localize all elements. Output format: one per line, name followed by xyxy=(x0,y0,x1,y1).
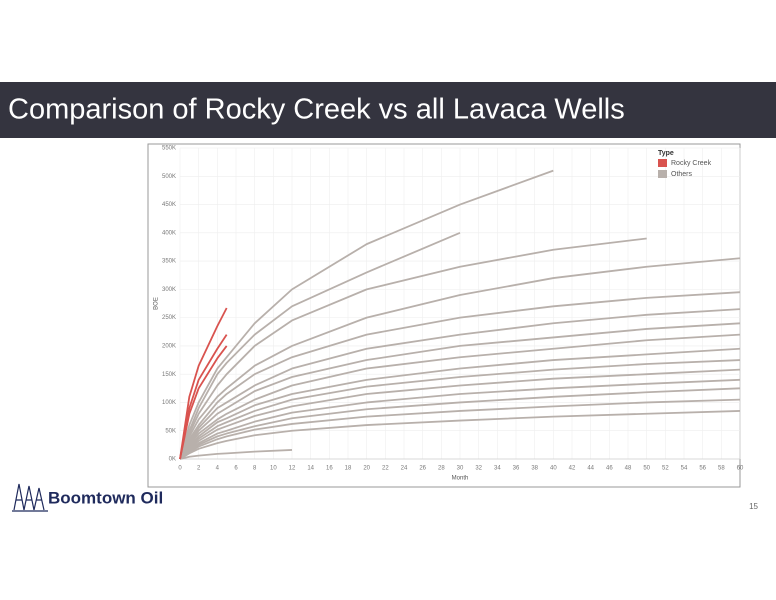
x-tick-label: 38 xyxy=(531,466,538,472)
y-tick-label: 500K xyxy=(162,174,176,180)
y-tick-label: 350K xyxy=(162,259,176,265)
legend-swatch xyxy=(658,170,667,178)
legend-label: Others xyxy=(671,171,693,178)
series-line xyxy=(179,333,741,460)
series-line xyxy=(179,347,741,460)
series-line xyxy=(179,410,741,460)
x-tick-label: 42 xyxy=(569,466,576,472)
logo-text: Boomtown Oil xyxy=(48,488,163,507)
series-line xyxy=(179,449,293,460)
x-tick-label: 12 xyxy=(289,466,296,472)
x-tick-label: 10 xyxy=(270,466,277,472)
x-tick-label: 14 xyxy=(307,466,314,472)
y-tick-label: 250K xyxy=(162,315,176,321)
x-tick-label: 22 xyxy=(382,466,389,472)
x-tick-label: 50 xyxy=(643,466,650,472)
x-tick-label: 16 xyxy=(326,466,333,472)
y-tick-label: 150K xyxy=(162,372,176,378)
page-number: 15 xyxy=(749,502,758,511)
x-tick-label: 54 xyxy=(681,466,688,472)
y-tick-label: 550K xyxy=(162,146,176,152)
x-tick-label: 30 xyxy=(457,466,464,472)
series-line xyxy=(179,169,554,460)
plot: 0 2 4 6 8 10 12 14 16 18 20 22 24 26 28 30 32 34 36 38 40 42 4… xyxy=(154,146,744,482)
series-line xyxy=(179,237,647,460)
series-line xyxy=(179,398,741,460)
x-tick-label: 34 xyxy=(494,466,501,472)
series-line xyxy=(179,368,741,460)
x-tick-label: 48 xyxy=(625,466,632,472)
x-tick-label: 28 xyxy=(438,466,445,472)
x-tick-label: 0 xyxy=(178,466,182,472)
x-tick-label: 24 xyxy=(401,466,408,472)
series-line xyxy=(179,308,741,460)
y-tick-label: 0K xyxy=(169,457,176,463)
y-tick-label: 200K xyxy=(162,343,176,349)
series-line xyxy=(179,345,228,460)
x-tick-label: 6 xyxy=(234,466,238,472)
y-tick-label: 400K xyxy=(162,230,176,236)
legend-title: Type xyxy=(658,150,674,157)
series-line xyxy=(179,322,741,460)
logo-icon xyxy=(12,483,48,512)
x-tick-label: 18 xyxy=(345,466,352,472)
x-tick-label: 58 xyxy=(718,466,725,472)
x-tick-label: 26 xyxy=(419,466,426,472)
series-line xyxy=(179,307,228,460)
legend-swatch xyxy=(658,159,667,167)
x-tick-label: 36 xyxy=(513,466,520,472)
y-axis-label: BOE xyxy=(154,297,160,310)
legend-label: Rocky Creek xyxy=(671,160,712,167)
title-band xyxy=(0,82,776,138)
x-axis-label: Month xyxy=(452,476,469,482)
x-tick-label: 20 xyxy=(363,466,370,472)
chart-frame xyxy=(147,143,741,488)
x-tick-label: 40 xyxy=(550,466,557,472)
x-tick-label: 46 xyxy=(606,466,613,472)
y-tick-label: 450K xyxy=(162,202,176,208)
series-line xyxy=(179,231,461,460)
x-tick-label: 2 xyxy=(197,466,201,472)
x-tick-label: 56 xyxy=(699,466,706,472)
x-tick-label: 32 xyxy=(475,466,482,472)
y-tick-label: 50K xyxy=(165,428,176,434)
series-line xyxy=(179,291,741,460)
slide-title: Comparison of Rocky Creek vs all Lavaca … xyxy=(8,94,625,126)
series-line xyxy=(179,359,741,460)
series-line xyxy=(179,387,741,460)
series-line xyxy=(179,257,741,460)
y-tick-label: 300K xyxy=(162,287,176,293)
x-tick-label: 4 xyxy=(216,466,220,472)
x-tick-label: 60 xyxy=(737,466,744,472)
x-tick-label: 52 xyxy=(662,466,669,472)
x-tick-label: 8 xyxy=(253,466,257,472)
series-line xyxy=(179,378,741,460)
x-tick-label: 44 xyxy=(587,466,594,472)
y-tick-label: 100K xyxy=(162,400,176,406)
